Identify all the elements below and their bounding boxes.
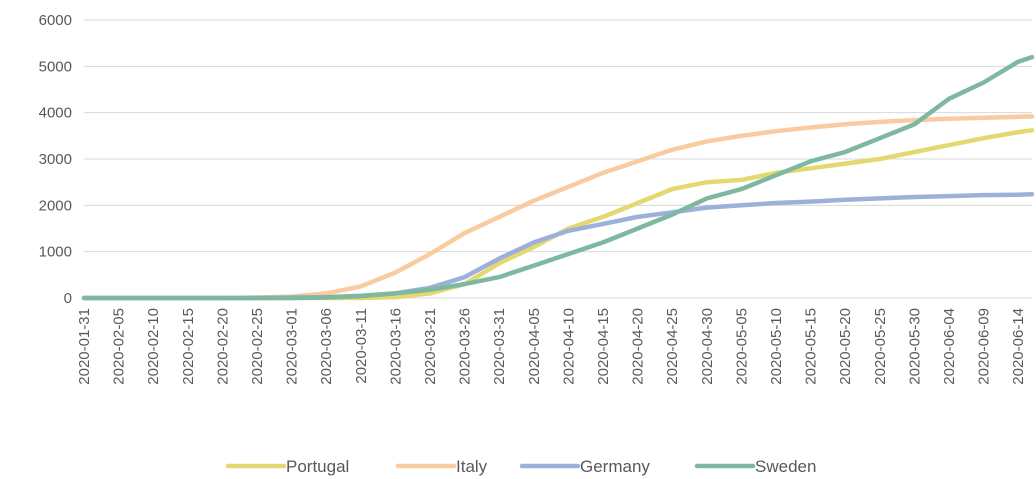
x-tick-label: 2020-03-26 xyxy=(457,308,474,385)
series-lines xyxy=(81,54,1035,301)
series-line-germany xyxy=(81,191,1035,301)
x-tick-label: 2020-05-15 xyxy=(803,308,820,385)
x-tick-label: 2020-04-10 xyxy=(560,308,577,385)
series-line-portugal xyxy=(81,128,1035,301)
y-tick-label: 0 xyxy=(64,290,72,307)
x-tick-label: 2020-02-20 xyxy=(214,308,231,385)
x-tick-label: 2020-03-21 xyxy=(422,308,439,385)
x-tick-label: 2020-02-05 xyxy=(111,308,128,385)
x-tick-label: 2020-04-15 xyxy=(595,308,612,385)
y-tick-label: 2000 xyxy=(39,197,72,214)
x-tick-label: 2020-06-09 xyxy=(976,308,993,385)
x-tick-label: 2020-02-10 xyxy=(145,308,162,385)
x-tick-label: 2020-02-15 xyxy=(180,308,197,385)
legend-label-portugal: Portugal xyxy=(286,457,349,476)
x-tick-label: 2020-04-20 xyxy=(630,308,647,385)
y-tick-label: 5000 xyxy=(39,58,72,75)
x-tick-label: 2020-03-06 xyxy=(318,308,335,385)
series-line-sweden xyxy=(81,54,1035,301)
x-tick-label: 2020-05-30 xyxy=(906,308,923,385)
x-tick-label: 2020-01-31 xyxy=(76,308,93,385)
y-tick-label: 3000 xyxy=(39,151,72,168)
x-tick-label: 2020-02-25 xyxy=(249,308,266,385)
legend-label-italy: Italy xyxy=(456,457,488,476)
x-axis: 2020-01-31 2020-02-05 2020-02-10 2020-02-15… xyxy=(76,308,1027,385)
x-tick-label: 2020-05-10 xyxy=(768,308,785,385)
x-tick-label: 2020-06-04 xyxy=(941,308,958,385)
x-tick-label: 2020-03-01 xyxy=(284,308,301,385)
x-tick-label: 2020-04-25 xyxy=(664,308,681,385)
x-tick-label: 2020-05-25 xyxy=(872,308,889,385)
y-tick-label: 4000 xyxy=(39,105,72,122)
y-tick-label: 6000 xyxy=(39,12,72,29)
legend: Portugal Italy Germany Sweden xyxy=(225,457,816,476)
x-tick-label: 2020-06-14 xyxy=(1010,308,1027,385)
legend-label-sweden: Sweden xyxy=(755,457,816,476)
y-tick-label: 1000 xyxy=(39,244,72,261)
x-tick-label: 2020-03-11 xyxy=(353,308,370,384)
x-tick-label: 2020-03-31 xyxy=(491,308,508,385)
gridlines xyxy=(84,19,1032,299)
x-tick-label: 2020-04-30 xyxy=(699,308,716,385)
series-line-italy xyxy=(81,114,1035,301)
x-tick-label: 2020-05-20 xyxy=(837,308,854,385)
x-tick-label: 2020-03-16 xyxy=(387,308,404,385)
x-tick-label: 2020-05-05 xyxy=(733,308,750,385)
y-axis: 0 1000 2000 3000 4000 5000 6000 xyxy=(39,12,72,307)
legend-label-germany: Germany xyxy=(580,457,650,476)
x-tick-label: 2020-04-05 xyxy=(526,308,543,385)
